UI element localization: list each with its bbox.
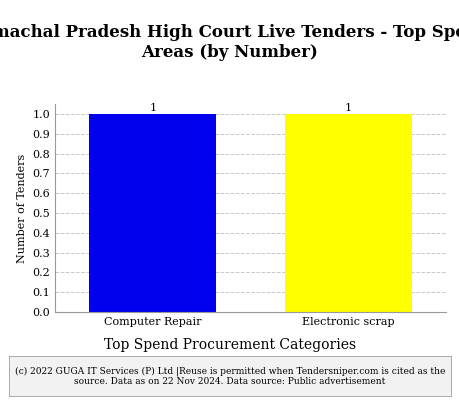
Bar: [89, 114, 216, 312]
Text: 1: 1: [149, 103, 156, 113]
Y-axis label: Number of Tenders: Number of Tenders: [17, 153, 27, 263]
Text: (c) 2022 GUGA IT Services (P) Ltd |Reuse is permitted when Tendersniper.com is c: (c) 2022 GUGA IT Services (P) Ltd |Reuse…: [15, 366, 444, 386]
Text: Top Spend Procurement Categories: Top Spend Procurement Categories: [104, 338, 355, 352]
Text: Himachal Pradesh High Court Live Tenders - Top Spend
Areas (by Number): Himachal Pradesh High Court Live Tenders…: [0, 24, 459, 61]
Text: 1: 1: [344, 103, 351, 113]
Bar: [284, 114, 411, 312]
